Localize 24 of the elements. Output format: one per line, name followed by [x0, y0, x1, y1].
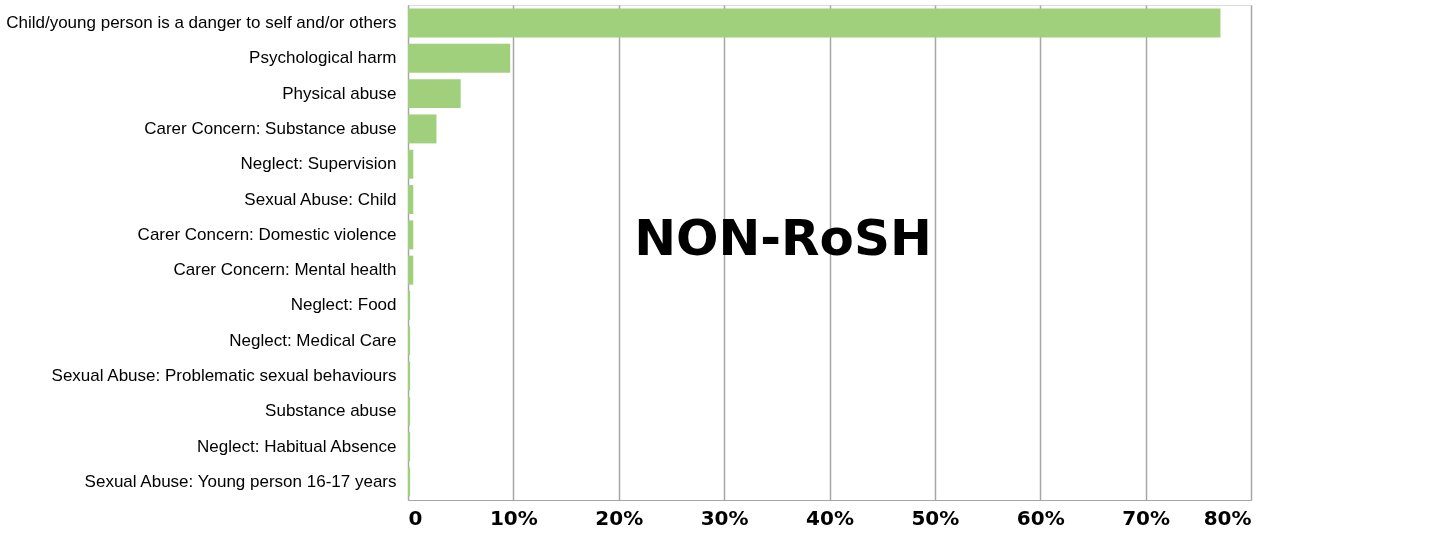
- x-tick-label: 60%: [1016, 505, 1065, 530]
- y-tick-label: Neglect: Supervision: [240, 154, 397, 174]
- annotation: NON-RoSH: [634, 209, 932, 267]
- x-tick-label: 20%: [595, 505, 644, 530]
- y-tick-label: Carer Concern: Mental health: [173, 260, 397, 280]
- y-tick-label: Neglect: Medical Care: [229, 330, 397, 350]
- y-tick-label: Sexual Abuse: Young person 16-17 years: [84, 471, 397, 491]
- x-tick-label: 30%: [700, 505, 749, 530]
- y-tick-label: Child/young person is a danger to self and/or others: [6, 13, 397, 33]
- x-tick-label: 80%: [1203, 505, 1252, 530]
- y-tick-label: Neglect: Habitual Absence: [197, 436, 397, 456]
- x-tick-label: 40%: [806, 505, 854, 530]
- y-tick-label: Neglect: Food: [290, 295, 397, 315]
- x-tick-label: 0: [408, 505, 423, 530]
- y-tick-label: Physical abuse: [282, 83, 397, 103]
- y-tick-label: Sexual Abuse: Problematic sexual behaviours: [51, 366, 397, 386]
- x-tick-label: 50%: [911, 505, 960, 530]
- y-tick-label: Carer Concern: Domestic violence: [137, 224, 397, 244]
- x-tick-label: 70%: [1122, 505, 1171, 530]
- y-tick-label: Carer Concern: Substance abuse: [144, 118, 397, 138]
- y-tick-label: Psychological harm: [249, 48, 397, 68]
- x-tick-label: 10%: [489, 505, 538, 530]
- y-tick-label: Sexual Abuse: Child: [244, 189, 397, 209]
- y-tick-label: Substance abuse: [265, 401, 397, 421]
